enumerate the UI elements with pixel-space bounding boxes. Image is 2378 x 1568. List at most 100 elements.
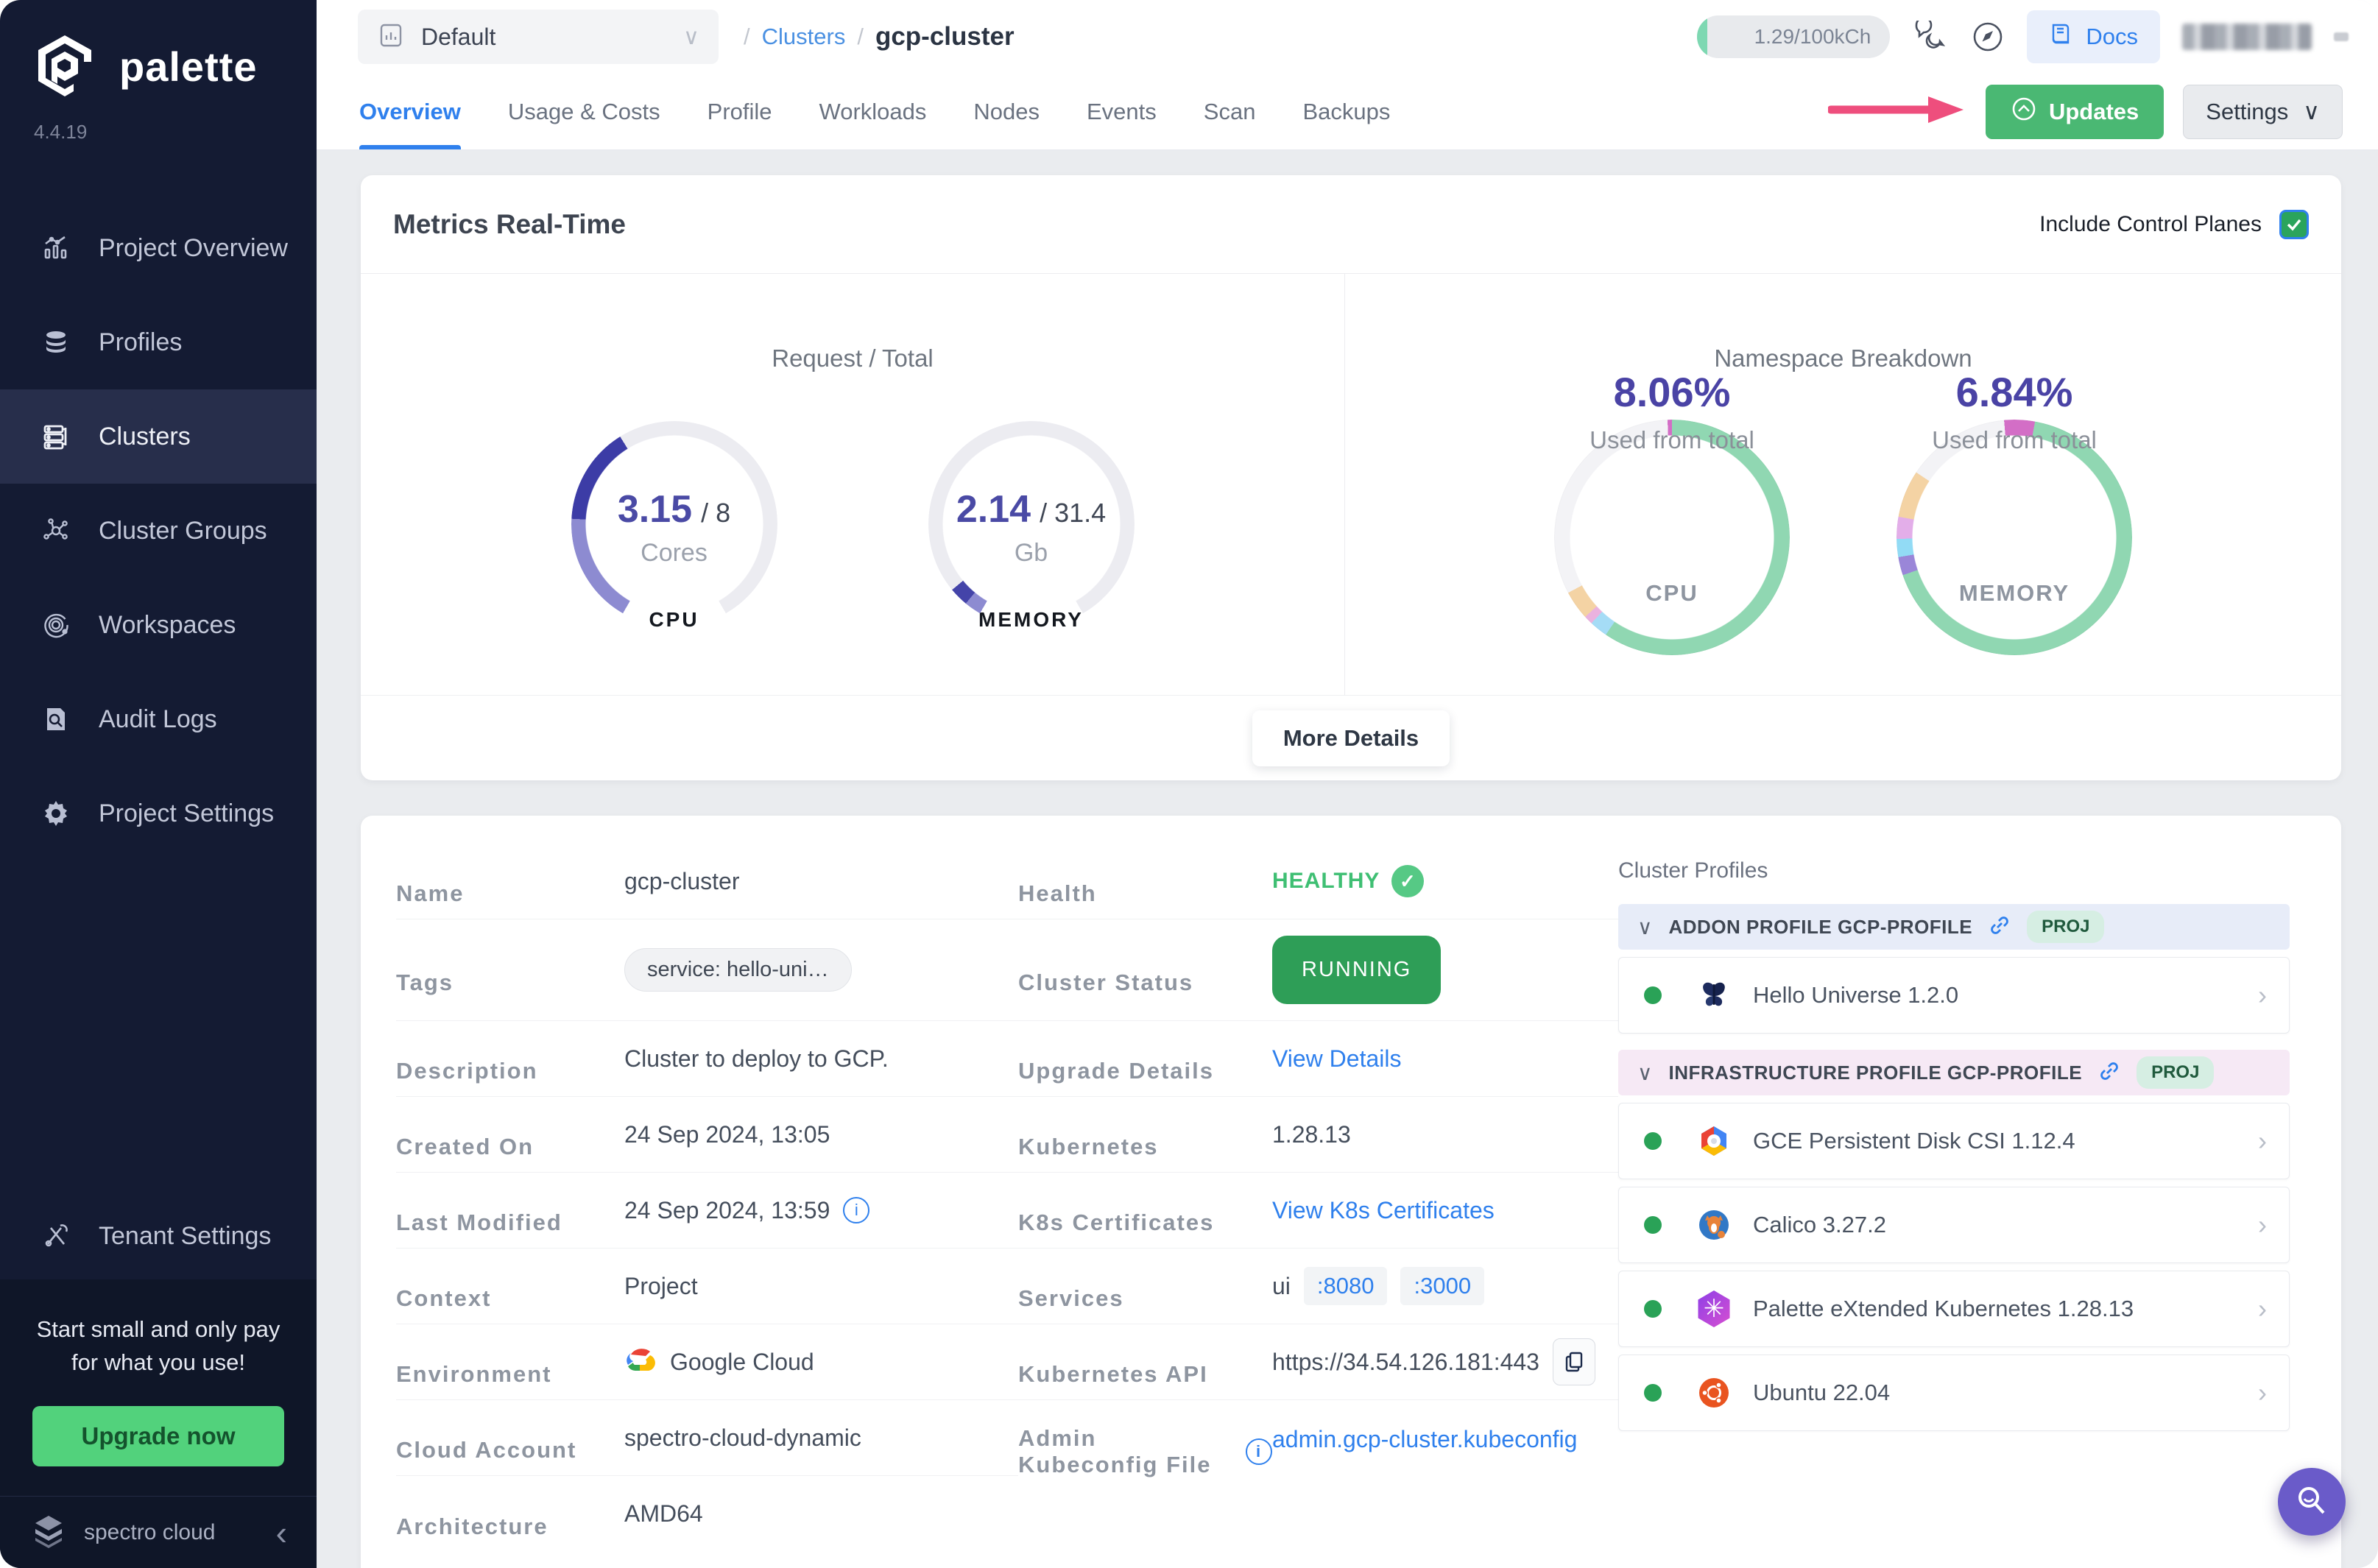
sidebar-item-tenant-settings[interactable]: Tenant Settings — [0, 1193, 317, 1279]
copy-icon[interactable] — [1552, 1338, 1595, 1385]
detail-row-upgrade-details: Upgrade Details View Details — [1018, 1021, 1618, 1097]
profile-group-title: ADDON PROFILE GCP-PROFILE — [1668, 915, 1973, 938]
chevron-right-icon: › — [2258, 1377, 2267, 1408]
status-dot — [1644, 1132, 1662, 1150]
user-account-blurred[interactable] — [2182, 24, 2312, 50]
profile-item-hello-universe[interactable]: Hello Universe 1.2.0 › — [1618, 957, 2290, 1034]
main-area: Default ∨ / Clusters / gcp-cluster 1.29/… — [317, 0, 2378, 1568]
cpu-donut-center: 8.06% Used from total CPU — [1554, 369, 1790, 655]
sidebar-item-label: Project Settings — [99, 799, 275, 827]
sidebar-item-profiles[interactable]: Profiles — [0, 295, 317, 389]
profile-item-name: Hello Universe 1.2.0 — [1753, 982, 1959, 1008]
profile-item-pxk[interactable]: ✳ Palette eXtended Kubernetes 1.28.13 › — [1618, 1271, 2290, 1347]
cpu-gauge: 3.15 / 8 Cores CPU — [564, 421, 785, 632]
sidebar-item-clusters[interactable]: Clusters — [0, 389, 317, 484]
sidebar-item-project-overview[interactable]: Project Overview — [0, 201, 317, 295]
collapse-sidebar-icon[interactable]: ‹ — [275, 1513, 287, 1552]
sidebar-item-project-settings[interactable]: Project Settings — [0, 766, 317, 861]
doc-search-icon — [41, 704, 71, 734]
detail-row-kubernetes-api: Kubernetes API https://34.54.126.181:443 — [1018, 1324, 1618, 1400]
sidebar-spacer — [0, 861, 317, 1193]
sidebar-item-cluster-groups[interactable]: Cluster Groups — [0, 484, 317, 578]
memory-gauge-total: / 31.4 — [1040, 497, 1107, 528]
chat-icon[interactable] — [1912, 21, 1949, 53]
namespace-breakdown-section: Namespace Breakdown 8.06% Used from tota… — [1345, 274, 2341, 695]
detail-label: Context — [396, 1285, 492, 1311]
tab-scan[interactable]: Scan — [1203, 98, 1256, 124]
detail-value: Cluster to deploy to GCP. — [624, 1045, 889, 1072]
chevron-down-icon: ∨ — [2303, 98, 2320, 124]
profile-item-calico[interactable]: Calico 3.27.2 › — [1618, 1187, 2290, 1263]
addon-profile-header[interactable]: ∨ ADDON PROFILE GCP-PROFILE PROJ — [1618, 904, 2290, 950]
profile-item-name: Palette eXtended Kubernetes 1.28.13 — [1753, 1296, 2134, 1321]
detail-label: Services — [1018, 1285, 1124, 1311]
metrics-card-title: Metrics Real-Time — [393, 208, 626, 239]
brand: palette — [0, 0, 317, 102]
gce-disk-icon — [1696, 1123, 1732, 1159]
vertical-divider — [1344, 274, 1345, 695]
info-icon[interactable]: i — [1246, 1438, 1272, 1465]
detail-value: gcp-cluster — [624, 867, 740, 894]
profile-group-title: INFRASTRUCTURE PROFILE GCP-PROFILE — [1668, 1061, 2083, 1084]
proj-badge: PROJ — [2137, 1056, 2215, 1089]
status-dot — [1644, 1300, 1662, 1318]
upgrade-now-button[interactable]: Upgrade now — [32, 1406, 284, 1466]
services-value: ui :8080 :3000 — [1272, 1267, 1485, 1305]
detail-row-name: Name gcp-cluster — [396, 844, 1018, 919]
search-assistant-fab[interactable] — [2278, 1468, 2346, 1536]
project-selector[interactable]: Default ∨ — [358, 10, 719, 64]
detail-label: Tags — [396, 969, 454, 995]
cluster-tabs-row: Overview Usage & Costs Profile Workloads… — [317, 74, 2378, 150]
layers-icon — [41, 328, 71, 357]
usage-quota-badge[interactable]: 1.29/100kCh — [1697, 15, 1891, 58]
tab-workloads[interactable]: Workloads — [819, 98, 927, 124]
include-control-planes-checkbox[interactable] — [2279, 209, 2309, 239]
health-status: HEALTHY ✓ — [1272, 865, 1425, 897]
kubeconfig-download-link[interactable]: admin.gcp-cluster.kubeconfig — [1272, 1425, 1578, 1452]
user-menu-blurred[interactable] — [2334, 32, 2349, 41]
profile-item-ubuntu[interactable]: Ubuntu 22.04 › — [1618, 1355, 2290, 1431]
infrastructure-profile-header[interactable]: ∨ INFRASTRUCTURE PROFILE GCP-PROFILE PRO… — [1618, 1050, 2290, 1095]
service-port-link[interactable]: :3000 — [1400, 1267, 1485, 1305]
view-details-link[interactable]: View Details — [1272, 1045, 1402, 1072]
settings-button[interactable]: Settings ∨ — [2183, 84, 2343, 139]
settings-label: Settings — [2206, 98, 2289, 124]
pxk-icon: ✳ — [1696, 1290, 1732, 1327]
chevron-down-icon: ∨ — [1637, 915, 1653, 939]
chevron-right-icon: › — [2258, 980, 2267, 1010]
tools-icon — [41, 1221, 71, 1251]
memory-donut-subtitle: Used from total — [1932, 425, 2097, 453]
profile-item-gce-disk[interactable]: GCE Persistent Disk CSI 1.12.4 › — [1618, 1103, 2290, 1179]
updates-button[interactable]: Updates — [1985, 84, 2164, 139]
link-icon — [1989, 914, 2011, 940]
more-details-button[interactable]: More Details — [1252, 710, 1450, 766]
metrics-card-footer: More Details — [361, 695, 2341, 780]
service-port-link[interactable]: :8080 — [1303, 1267, 1388, 1305]
tab-usage-costs[interactable]: Usage & Costs — [507, 98, 660, 124]
tab-profile[interactable]: Profile — [707, 98, 772, 124]
memory-gauge-center: 2.14 / 31.4 Gb — [928, 421, 1135, 627]
sidebar-item-label: Workspaces — [99, 610, 236, 639]
info-icon[interactable]: i — [843, 1197, 870, 1223]
tab-nodes[interactable]: Nodes — [973, 98, 1040, 124]
detail-value: Project — [624, 1272, 698, 1299]
usage-quota-text: 1.29/100kCh — [1754, 25, 1871, 48]
sidebar-item-workspaces[interactable]: Workspaces — [0, 578, 317, 672]
tag-pill[interactable]: service: hello-uni… — [624, 948, 852, 992]
brand-name: palette — [119, 43, 258, 90]
breadcrumb-link-clusters[interactable]: Clusters — [761, 24, 846, 49]
compass-icon[interactable] — [1971, 20, 2005, 54]
detail-value: spectro-cloud-dynamic — [624, 1424, 861, 1451]
status-dot — [1644, 1384, 1662, 1402]
docs-button[interactable]: Docs — [2027, 10, 2160, 63]
tab-backups[interactable]: Backups — [1302, 98, 1391, 124]
sidebar-item-label: Cluster Groups — [99, 516, 267, 545]
link-icon — [2098, 1060, 2120, 1086]
view-k8s-certificates-link[interactable]: View K8s Certificates — [1272, 1196, 1495, 1223]
tab-overview[interactable]: Overview — [359, 74, 461, 149]
tab-events[interactable]: Events — [1087, 98, 1157, 124]
sidebar-nav: Project Overview Profiles — [0, 201, 317, 861]
sidebar-item-audit-logs[interactable]: Audit Logs — [0, 672, 317, 766]
request-total-title: Request / Total — [772, 345, 934, 372]
